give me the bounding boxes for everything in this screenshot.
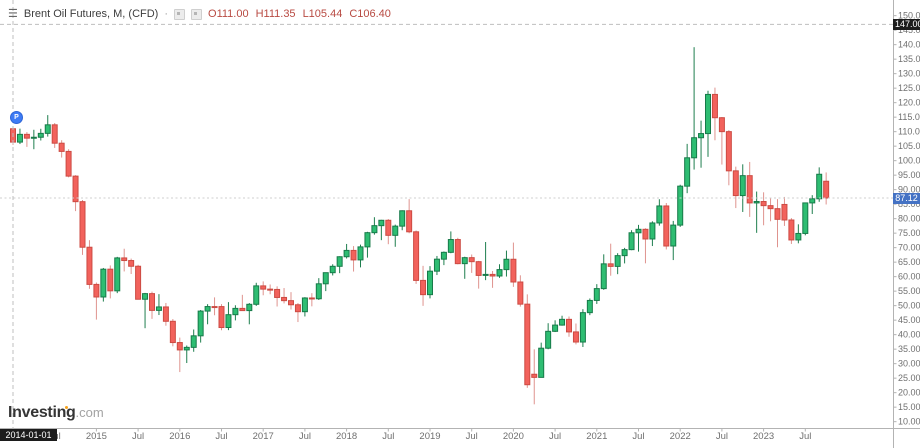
watermark-brand: Investing [8, 404, 76, 421]
price-axis[interactable] [893, 0, 920, 428]
svg-text:40.00: 40.00 [898, 330, 920, 340]
svg-text:Jul: Jul [716, 431, 728, 442]
svg-text:125.00: 125.00 [898, 83, 920, 93]
svg-text:35.00: 35.00 [898, 344, 920, 354]
svg-text:Jul: Jul [549, 431, 561, 442]
svg-text:105.00: 105.00 [898, 141, 920, 151]
svg-text:150.00: 150.00 [898, 11, 920, 21]
svg-text:2019: 2019 [419, 431, 440, 442]
svg-text:2017: 2017 [253, 431, 274, 442]
ohlc-close-value: C106.40 [349, 8, 391, 20]
svg-text:140.00: 140.00 [898, 40, 920, 50]
time-axis[interactable] [0, 428, 893, 448]
svg-text:120.00: 120.00 [898, 98, 920, 108]
chart-source-placeholder-icon[interactable] [191, 8, 203, 20]
svg-text:110.00: 110.00 [898, 127, 920, 137]
svg-text:115.00: 115.00 [898, 112, 920, 122]
svg-text:2015: 2015 [86, 431, 107, 442]
svg-text:10.00: 10.00 [898, 417, 920, 427]
svg-text:15.00: 15.00 [898, 402, 920, 412]
svg-text:2016: 2016 [169, 431, 190, 442]
menu-icon[interactable]: ☰ [8, 7, 18, 20]
svg-text:100.00: 100.00 [898, 156, 920, 166]
watermark-suffix: .com [75, 405, 104, 420]
svg-text:45.00: 45.00 [898, 315, 920, 325]
svg-text:75.00: 75.00 [898, 228, 920, 238]
last-price-badge: 87.12 [893, 193, 920, 204]
watermark-orange-dot [65, 406, 68, 409]
ohlc-open-value: O111.00 [208, 8, 249, 20]
svg-text:2021: 2021 [586, 431, 607, 442]
ohlc-low-value: L105.44 [302, 8, 343, 20]
instrument-title: Brent Oil Futures, M, (CFD) [23, 8, 159, 20]
svg-text:60.00: 60.00 [898, 272, 920, 282]
investing-watermark: Investing .com [8, 404, 104, 422]
svg-text:2023: 2023 [753, 431, 774, 442]
svg-text:2018: 2018 [336, 431, 357, 442]
title-separator: · [164, 8, 169, 20]
ohlc-readout: O111.00 H111.35 L105.44 C106.40 [208, 8, 391, 20]
svg-text:55.00: 55.00 [898, 286, 920, 296]
svg-text:Jul: Jul [215, 431, 227, 442]
svg-text:Jul: Jul [132, 431, 144, 442]
svg-text:80.00: 80.00 [898, 214, 920, 224]
crosshair-date-badge: 2014-01-01 [0, 429, 57, 441]
svg-text:2022: 2022 [670, 431, 691, 442]
svg-text:70.00: 70.00 [898, 243, 920, 253]
svg-text:90.00: 90.00 [898, 185, 920, 195]
svg-text:50.00: 50.00 [898, 301, 920, 311]
svg-text:65.00: 65.00 [898, 257, 920, 267]
svg-text:20.00: 20.00 [898, 388, 920, 398]
instrument-flag-placeholder-icon[interactable] [174, 8, 186, 20]
svg-text:25.00: 25.00 [898, 373, 920, 383]
svg-text:Jul: Jul [382, 431, 394, 442]
svg-text:145.00: 145.00 [898, 25, 920, 35]
svg-text:85.00: 85.00 [898, 199, 920, 209]
svg-text:Jul: Jul [299, 431, 311, 442]
svg-text:Jul: Jul [466, 431, 478, 442]
svg-text:135.00: 135.00 [898, 54, 920, 64]
crosshair-price-badge: 147.00 [893, 19, 920, 30]
svg-text:Jul: Jul [799, 431, 811, 442]
ohlc-high-value: H111.35 [255, 8, 296, 20]
svg-text:30.00: 30.00 [898, 359, 920, 369]
price-event-marker[interactable]: P [10, 111, 23, 124]
svg-text:130.00: 130.00 [898, 69, 920, 79]
svg-text:95.00: 95.00 [898, 170, 920, 180]
svg-text:Jul: Jul [632, 431, 644, 442]
chart-header: ☰ Brent Oil Futures, M, (CFD) · O111.00 … [8, 7, 391, 21]
svg-text:2020: 2020 [503, 431, 524, 442]
